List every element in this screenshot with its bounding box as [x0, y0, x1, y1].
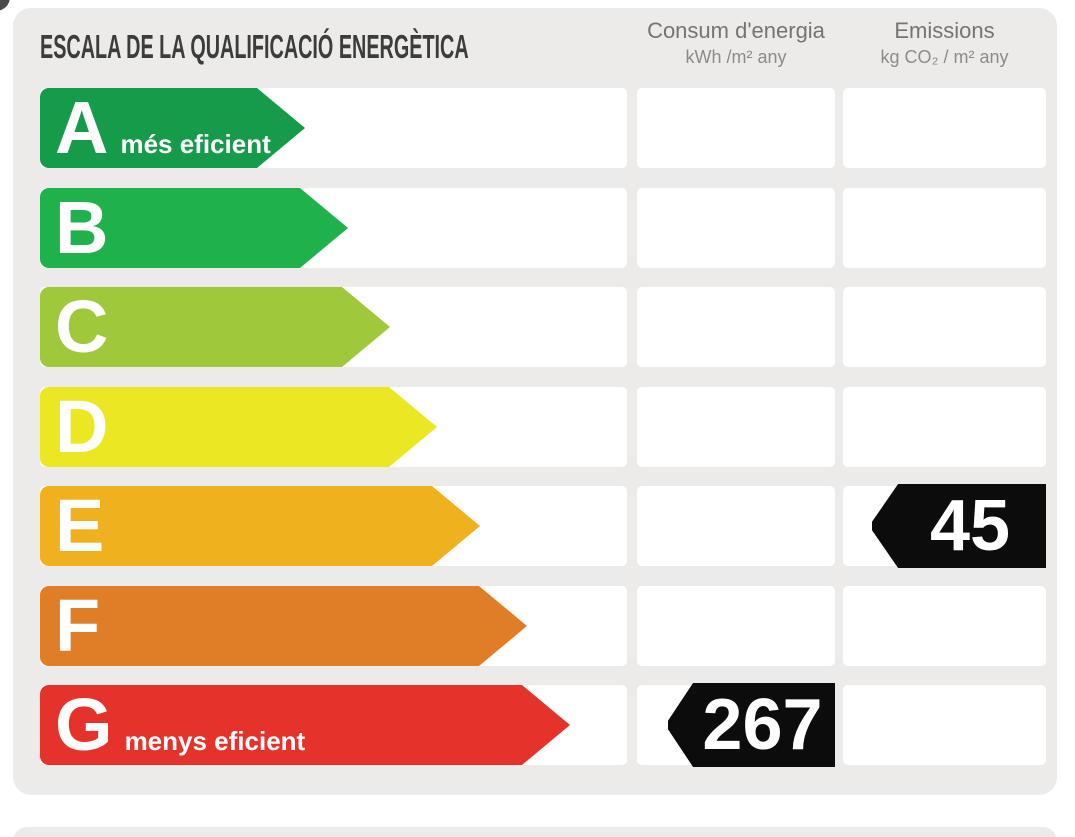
emissions-cell: [843, 585, 1046, 666]
grade-label-f: F: [55, 583, 101, 667]
grade-note: menys eficient: [124, 726, 306, 756]
column-header-consumption: Consum d'energia kWh /m² any: [637, 18, 835, 69]
emissions-value: 45: [929, 486, 1011, 566]
emissions-value-tag: 45: [872, 484, 1046, 568]
grade-label-b: B: [55, 185, 109, 269]
grade-letter: F: [55, 583, 101, 667]
rating-rows: A més eficient B C: [40, 88, 1046, 785]
grade-arrow-e: [40, 486, 480, 566]
page-title: ESCALA DE LA QUALIFICACIÓ ENERGÈTICA: [40, 28, 469, 65]
grade-arrow-b: [40, 187, 348, 268]
rating-row-a: A més eficient: [40, 88, 1046, 168]
grade-label-c: C: [55, 287, 108, 367]
column-header-emissions: Emissions kg CO₂ / m² any: [843, 18, 1046, 69]
consumption-header-label: Consum d'energia: [647, 18, 825, 43]
grade-letter: E: [55, 484, 105, 567]
consumption-cell: [637, 386, 835, 467]
energy-rating-panel: ESCALA DE LA QUALIFICACIÓ ENERGÈTICA Con…: [13, 8, 1057, 795]
grade-arrow-c: [40, 287, 390, 367]
consumption-cell: [637, 287, 835, 367]
emissions-cell: [843, 287, 1046, 367]
grade-letter: C: [55, 285, 109, 368]
grade-note: més eficient: [120, 129, 271, 159]
consumption-value: 267: [702, 685, 823, 765]
page-corner-decoration: [0, 0, 10, 11]
grade-label-a: A més eficient: [55, 88, 271, 168]
emissions-cell: [843, 685, 1046, 765]
grade-arrow-d: [40, 386, 437, 467]
emissions-header-units: kg CO₂ / m² any: [880, 47, 1009, 67]
consumption-cell: [637, 486, 835, 566]
grade-arrow-g: [40, 685, 570, 765]
rating-row-f: F: [40, 583, 1046, 667]
grade-letter: A: [55, 86, 109, 169]
emissions-header-label: Emissions: [894, 18, 995, 43]
next-section-panel: [13, 827, 1057, 837]
consumption-cell: [637, 88, 835, 168]
grade-arrow-f: [40, 585, 527, 666]
rating-row-d: D: [40, 384, 1046, 468]
emissions-cell: [843, 88, 1046, 168]
grade-label-e: E: [55, 486, 104, 566]
consumption-value-tag: 267: [668, 683, 835, 767]
consumption-header-units: kWh /m² any: [685, 47, 787, 67]
grade-letter: D: [55, 384, 109, 468]
rating-row-c: C: [40, 287, 1046, 367]
emissions-cell: [843, 386, 1046, 467]
grade-label-d: D: [55, 384, 109, 468]
emissions-cell: [843, 187, 1046, 268]
rating-row-g: G menys eficient 267: [40, 683, 1046, 767]
grade-label-g: G menys eficient: [55, 685, 305, 765]
rating-row-e: E 45: [40, 484, 1046, 568]
grade-letter: B: [55, 185, 109, 269]
grade-arrow-a: [40, 88, 305, 168]
rating-row-b: B: [40, 185, 1046, 269]
grade-letter: G: [55, 683, 113, 766]
consumption-cell: [637, 187, 835, 268]
consumption-cell: [637, 585, 835, 666]
